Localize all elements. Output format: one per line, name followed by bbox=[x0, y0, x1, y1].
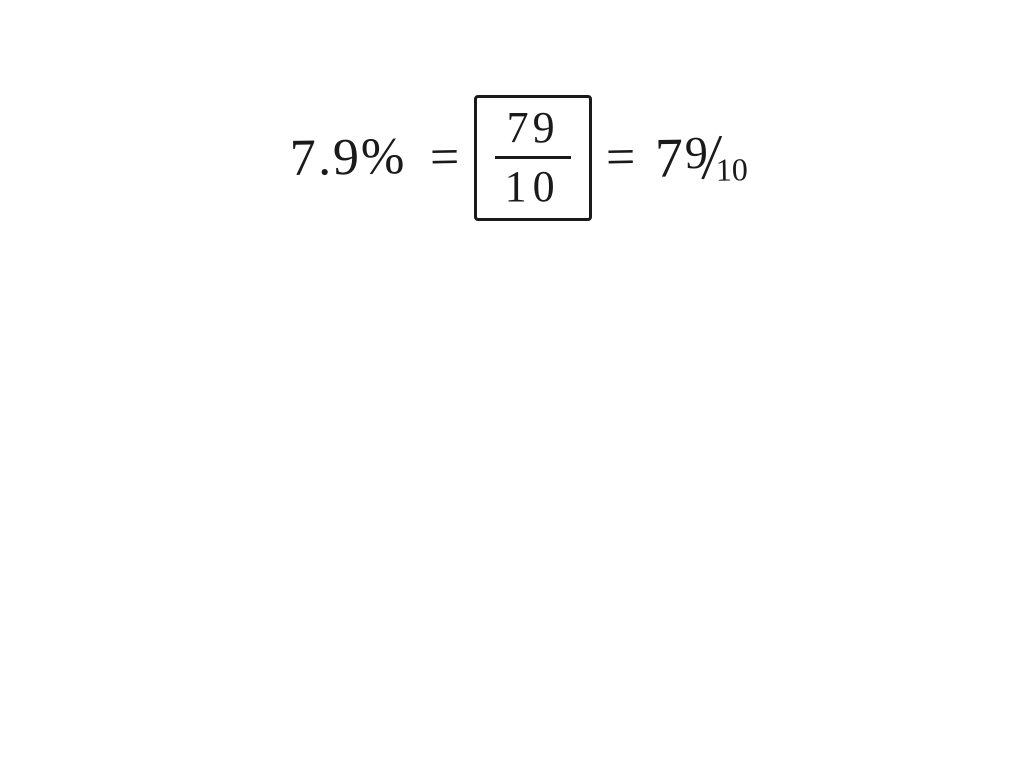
mixed-denominator: 10 bbox=[715, 151, 748, 189]
boxed-fraction: 79 10 bbox=[474, 95, 592, 221]
equals-sign-2: = bbox=[605, 128, 635, 188]
equals-sign-1: = bbox=[430, 128, 460, 188]
mixed-number: 7 9 / 10 bbox=[654, 125, 748, 191]
fraction-numerator: 79 bbox=[507, 104, 559, 154]
mixed-whole: 7 bbox=[654, 126, 683, 190]
mixed-fraction-part: 9 / 10 bbox=[684, 125, 748, 190]
fraction-denominator: 10 bbox=[505, 161, 561, 211]
left-percent-term: 7.9% bbox=[289, 127, 406, 188]
fraction-vinculum bbox=[495, 156, 571, 159]
handwritten-equation: 7.9% = 79 10 = 7 9 / 10 bbox=[290, 95, 748, 221]
